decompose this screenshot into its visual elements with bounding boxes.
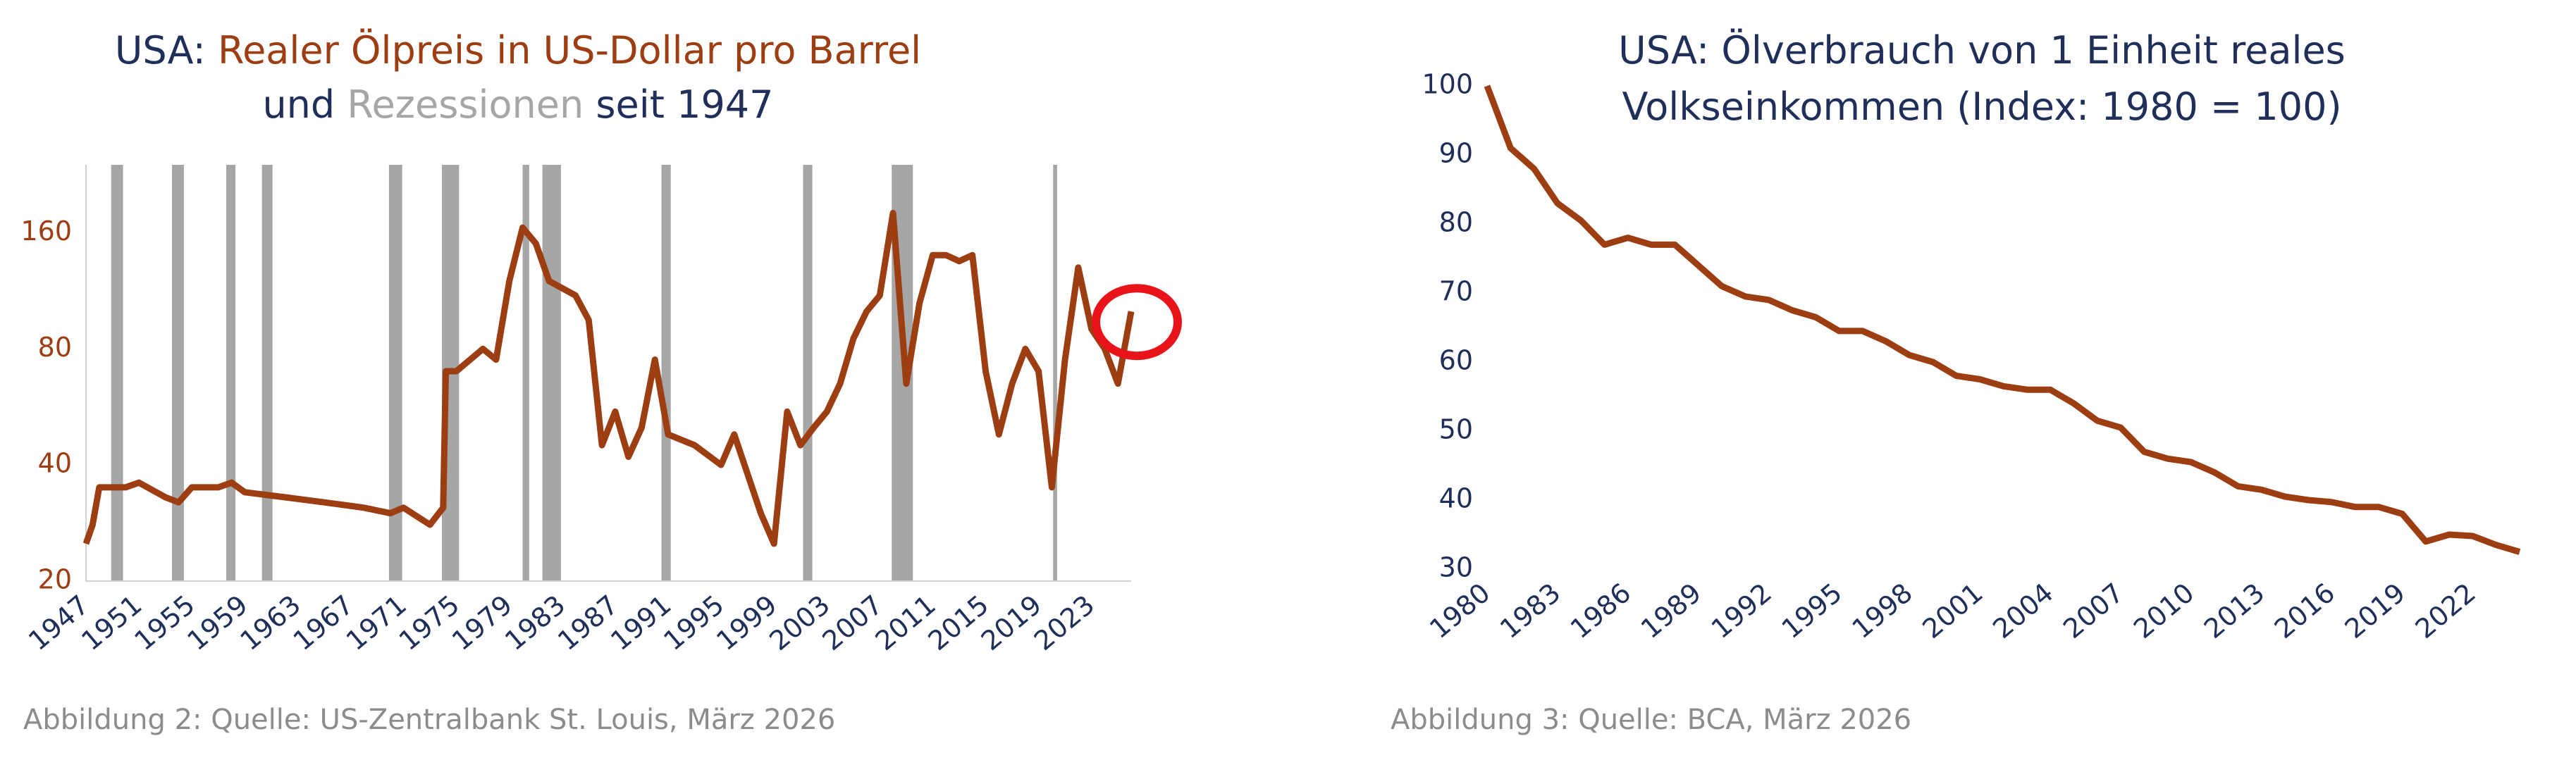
- recession-band: [542, 165, 561, 581]
- title-part: USA: Ölverbrauch von 1 Einheit reales: [1618, 28, 2346, 73]
- y-tick-label: 20: [38, 564, 72, 595]
- y-tick-label: 30: [1439, 552, 1473, 583]
- x-tick-label: 1951: [75, 589, 147, 656]
- title-part: Rezessionen: [347, 82, 584, 127]
- x-tick-label: 2019: [2339, 577, 2411, 644]
- y-tick-label: 70: [1439, 276, 1473, 307]
- y-tick-label: 40: [38, 448, 72, 479]
- x-tick-label: 1967: [288, 589, 359, 656]
- recession-band: [803, 165, 813, 581]
- recession-band: [522, 165, 529, 581]
- x-tick-label: 2010: [2128, 577, 2200, 644]
- x-tick-label: 1992: [1706, 577, 1777, 644]
- x-tick-label: 1947: [23, 589, 94, 656]
- x-tick-label: 1983: [499, 589, 571, 656]
- x-tick-label: 2003: [763, 589, 835, 656]
- y-tick-label: 160: [20, 216, 72, 247]
- x-tick-label: 1986: [1565, 577, 1637, 644]
- x-tick-label: 1991: [605, 589, 677, 656]
- y-tick-label: 50: [1439, 414, 1473, 445]
- x-tick-label: 2013: [2198, 577, 2270, 644]
- recession-band: [661, 165, 671, 581]
- recession-band: [261, 165, 273, 581]
- x-tick-label: 2023: [1028, 589, 1100, 656]
- x-tick-label: 1998: [1846, 577, 1918, 644]
- x-tick-label: 2001: [1916, 577, 1988, 644]
- recession-band: [172, 165, 184, 581]
- x-tick-label: 1980: [1424, 577, 1496, 644]
- recession-band: [226, 165, 236, 581]
- y-tick-label: 60: [1439, 345, 1473, 376]
- y-tick-label: 40: [1439, 483, 1473, 514]
- recession-band: [1053, 165, 1057, 581]
- x-tick-label: 1979: [446, 589, 518, 656]
- x-tick-label: 2007: [816, 589, 888, 656]
- chart-title: Volkseinkommen (Index: 1980 = 100): [1622, 85, 2341, 129]
- data-line: [82, 209, 1135, 547]
- highlight-circle: [1092, 284, 1182, 361]
- x-tick-label: 2022: [2410, 577, 2482, 644]
- y-tick-label: 80: [1439, 207, 1473, 238]
- x-tick-label: 1971: [340, 589, 412, 656]
- recession-band: [111, 165, 123, 581]
- y-tick-label: 80: [38, 332, 72, 363]
- chart-title: USA: Realer Ölpreis in US-Dollar pro Bar…: [115, 28, 921, 73]
- x-tick-label: 2015: [923, 589, 994, 656]
- title-part: Volkseinkommen (Index: 1980 = 100): [1622, 85, 2341, 129]
- x-tick-label: 1959: [181, 589, 253, 656]
- title-part: Realer Ölpreis in US-Dollar pro Barrel: [218, 28, 921, 73]
- x-tick-label: 1987: [552, 589, 624, 656]
- x-tick-label: 1999: [710, 589, 782, 656]
- x-tick-label: 1955: [128, 589, 200, 656]
- x-tick-label: 1963: [235, 589, 307, 656]
- x-tick-label: 1995: [1776, 577, 1848, 644]
- chart-title: und Rezessionen seit 1947: [262, 82, 773, 127]
- x-tick-label: 2007: [2057, 577, 2129, 644]
- recession-band: [388, 165, 402, 581]
- x-tick-label: 1989: [1635, 577, 1707, 644]
- x-tick-label: 2011: [870, 589, 942, 656]
- chart-title: USA: Ölverbrauch von 1 Einheit reales: [1618, 28, 2346, 73]
- x-tick-label: 1995: [658, 589, 729, 656]
- x-tick-label: 1975: [393, 589, 465, 656]
- x-tick-label: 2004: [1987, 577, 2059, 644]
- x-tick-label: 2019: [975, 589, 1047, 656]
- title-part: USA:: [115, 28, 218, 73]
- data-line: [1484, 85, 2521, 555]
- caption: Abbildung 2: Quelle: US-Zentralbank St. …: [23, 704, 835, 736]
- title-part: und: [262, 82, 347, 127]
- x-tick-label: 2016: [2269, 577, 2341, 644]
- caption: Abbildung 3: Quelle: BCA, März 2026: [1391, 704, 1911, 736]
- y-tick-label: 100: [1422, 69, 1473, 100]
- y-tick-label: 90: [1439, 138, 1473, 169]
- x-tick-label: 1983: [1494, 577, 1566, 644]
- title-part: seit 1947: [584, 82, 773, 127]
